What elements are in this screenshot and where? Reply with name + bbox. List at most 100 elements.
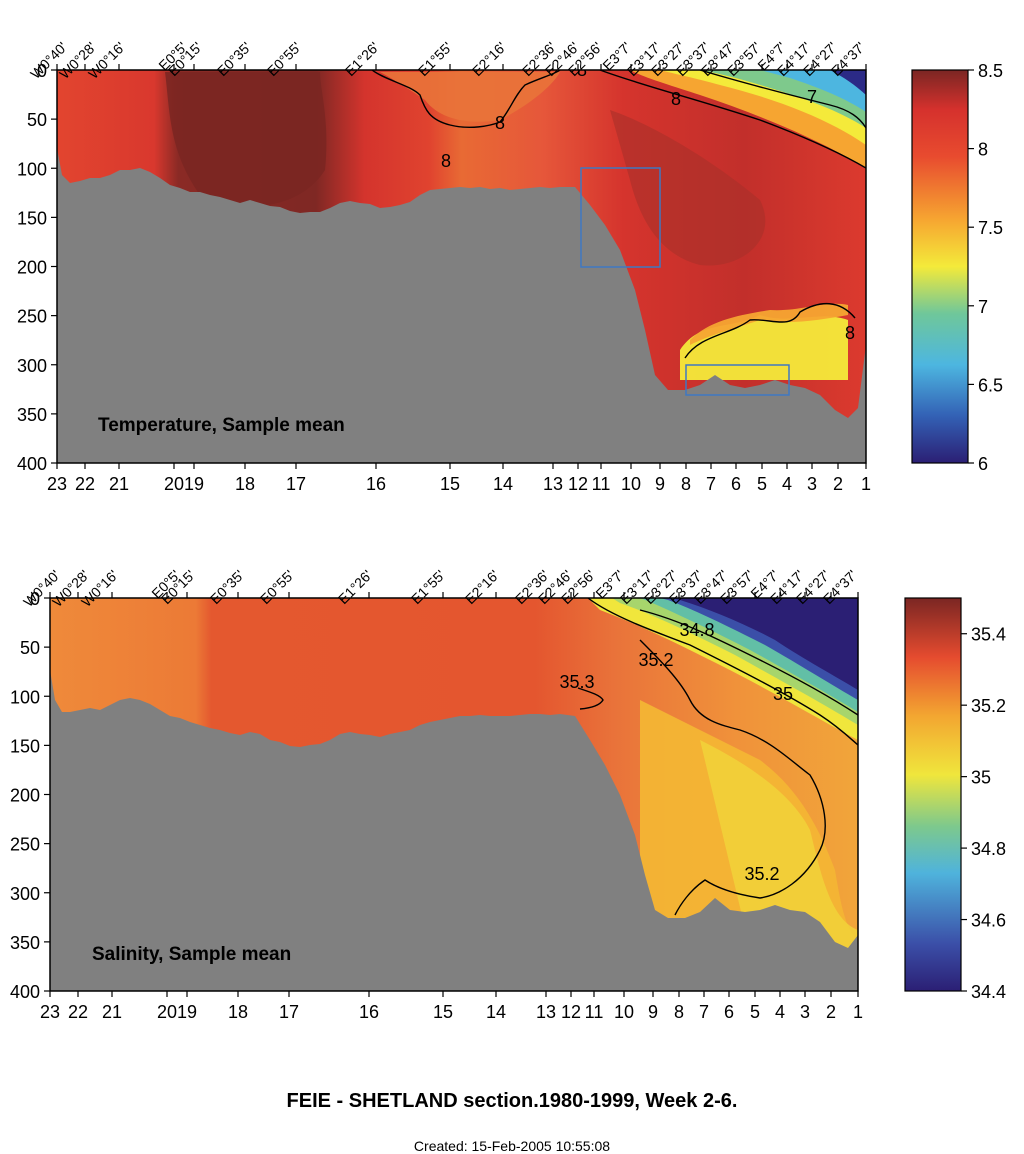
temperature-seabed xyxy=(57,148,866,463)
y-tick-label: 100 xyxy=(10,687,40,707)
y-tick-label: 350 xyxy=(10,933,40,953)
x-tick-label: 9 xyxy=(655,474,665,494)
x-tick-label: 2 xyxy=(826,1002,836,1022)
x-tick-label: 20 xyxy=(164,474,184,494)
x-tick-label: 21 xyxy=(109,474,129,494)
x-tick-label: 8 xyxy=(674,1002,684,1022)
x-tick-label: 8 xyxy=(681,474,691,494)
x-tick-label: 2 xyxy=(833,474,843,494)
salinity-contour-label: 35.2 xyxy=(744,864,779,884)
temperature-contour-label: 7 xyxy=(807,87,817,107)
salinity-contour-35-3 xyxy=(577,687,604,710)
x-tick-label: 14 xyxy=(493,474,513,494)
temperature-box-upper xyxy=(580,167,661,268)
colorbar-tick-label: 35.2 xyxy=(971,696,1006,716)
temperature-contour-label: 8 xyxy=(495,113,505,133)
colorbar-tick-label: 34.4 xyxy=(971,982,1006,1002)
salinity-panel-title: Salinity, Sample mean xyxy=(92,944,291,965)
x-tick-label: 13 xyxy=(543,474,563,494)
y-tick-label: 150 xyxy=(10,736,40,756)
temperature-panel: 8 8 8 8 7 8 Temperature, Sample mean 0 50… xyxy=(17,39,1003,494)
temperature-contour-8-a xyxy=(371,70,561,129)
temperature-warm-core xyxy=(165,72,327,207)
x-tick-label: 11 xyxy=(585,1002,604,1022)
temperature-contour-deep xyxy=(684,302,856,359)
salinity-field: 34.8 35.2 35.3 35 35.2 xyxy=(50,598,858,991)
x-tick-label: 11 xyxy=(592,474,611,494)
x-tick-label: 3 xyxy=(800,1002,810,1022)
x-tick-label: 10 xyxy=(621,474,641,494)
colorbar-tick-label: 8 xyxy=(978,140,988,160)
y-tick-label: 350 xyxy=(17,405,47,425)
y-tick-label: 50 xyxy=(27,110,47,130)
x-tick-label: 7 xyxy=(706,474,716,494)
salinity-panel: 34.8 35.2 35.3 35 35.2 Salinity, Sample … xyxy=(10,567,1006,1022)
y-tick-label: 200 xyxy=(10,786,40,806)
x-tick-label: 5 xyxy=(757,474,767,494)
y-tick-label: 400 xyxy=(17,454,47,474)
x-tick-label: 14 xyxy=(486,1002,506,1022)
y-tick-label: 0 xyxy=(37,61,47,81)
temperature-contour-label: 8 xyxy=(845,323,855,343)
salinity-contour-label: 35.2 xyxy=(638,650,673,670)
salinity-contour-35-2 xyxy=(639,639,826,916)
created-timestamp: Created: 15-Feb-2005 10:55:08 xyxy=(413,1138,611,1154)
x-tick-label: 15 xyxy=(433,1002,453,1022)
y-tick-label: 50 xyxy=(20,638,40,658)
salinity-colorbar-ticks: 34.4 34.6 34.8 35 35.2 35.4 xyxy=(961,625,1006,1002)
temperature-cold-band-5 xyxy=(830,70,866,95)
x-tick-label: 10 xyxy=(614,1002,634,1022)
x-tick-label: 22 xyxy=(68,1002,88,1022)
salinity-band-5 xyxy=(670,598,858,690)
x-tick-label: 19 xyxy=(184,474,204,494)
x-tick-label: 6 xyxy=(731,474,741,494)
salinity-contour-label: 34.8 xyxy=(679,620,714,640)
temperature-colorbar xyxy=(911,69,969,464)
temperature-contour-label: 8 xyxy=(441,151,451,171)
salinity-contour-34-8 xyxy=(639,609,858,716)
x-tick-label: 17 xyxy=(279,1002,299,1022)
x-tick-label: 4 xyxy=(775,1002,785,1022)
y-tick-label: 250 xyxy=(17,307,47,327)
x-tick-label: 9 xyxy=(648,1002,658,1022)
x-tick-label: 3 xyxy=(807,474,817,494)
temperature-colorbar-ticks: 6 6.5 7 7.5 8 8.5 xyxy=(968,61,1003,474)
x-tick-label: 12 xyxy=(561,1002,581,1022)
salinity-contour-label: 35 xyxy=(773,684,793,704)
y-tick-label: 100 xyxy=(17,159,47,179)
salinity-contour-label: 35.3 xyxy=(559,672,594,692)
x-tick-label: 15 xyxy=(440,474,460,494)
x-tick-label: 22 xyxy=(75,474,95,494)
figure-title: FEIE - SHETLAND section.1980-1999, Week … xyxy=(286,1090,738,1112)
x-tick-label: 23 xyxy=(40,1002,60,1022)
x-tick-label: 17 xyxy=(286,474,306,494)
colorbar-tick-label: 7 xyxy=(978,297,988,317)
colorbar-tick-label: 35.4 xyxy=(971,625,1006,645)
colorbar-tick-label: 6.5 xyxy=(978,375,1003,395)
y-tick-label: 0 xyxy=(30,589,40,609)
salinity-contour-35 xyxy=(587,598,858,746)
x-tick-label: 5 xyxy=(750,1002,760,1022)
colorbar-tick-label: 7.5 xyxy=(978,218,1003,238)
x-tick-label: 16 xyxy=(366,474,386,494)
x-tick-label: 1 xyxy=(861,474,871,494)
temperature-field: 8 8 8 8 7 8 xyxy=(57,60,866,463)
temperature-orange-patch xyxy=(380,72,560,122)
colorbar-tick-label: 35 xyxy=(971,768,991,788)
salinity-seabed xyxy=(50,670,858,991)
temperature-deep-cold-edge xyxy=(690,303,848,345)
y-tick-label: 300 xyxy=(10,884,40,904)
temperature-contour-8-b xyxy=(599,70,866,169)
colorbar-tick-label: 34.6 xyxy=(971,911,1006,931)
temperature-contour-7 xyxy=(699,70,866,129)
temperature-contour-label: 8 xyxy=(671,89,681,109)
x-tick-label: 7 xyxy=(699,1002,709,1022)
temperature-contour-label: 8 xyxy=(577,60,587,80)
x-tick-label: 19 xyxy=(177,1002,197,1022)
y-tick-label: 400 xyxy=(10,982,40,1002)
colorbar-tick-label: 6 xyxy=(978,454,988,474)
colorbar-tick-label: 8.5 xyxy=(978,61,1003,81)
y-tick-label: 300 xyxy=(17,356,47,376)
x-tick-label: 18 xyxy=(228,1002,248,1022)
